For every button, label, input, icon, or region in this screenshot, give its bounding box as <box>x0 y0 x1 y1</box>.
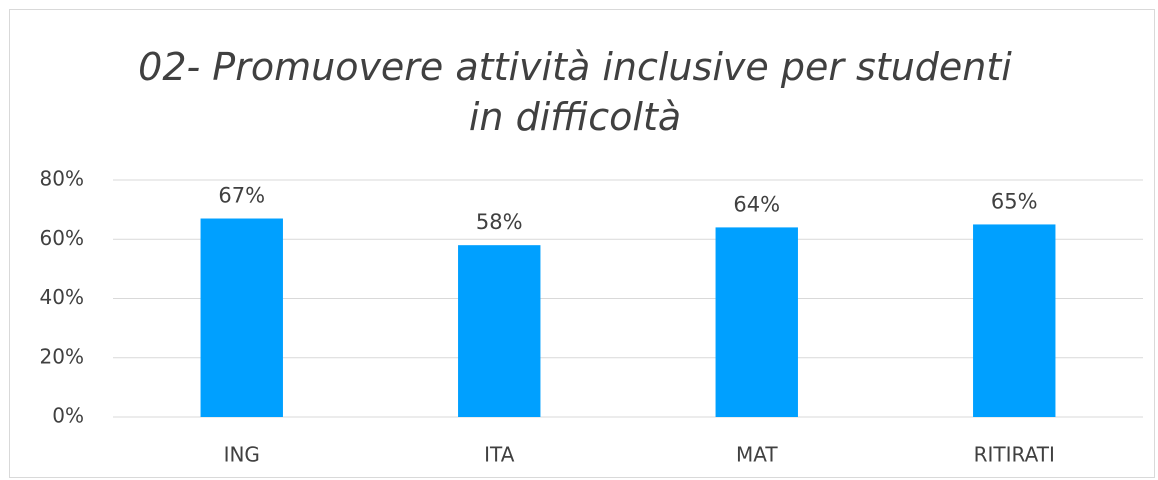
bar <box>200 218 283 417</box>
y-tick-label: 60% <box>40 226 84 250</box>
y-tick-label: 80% <box>40 167 84 191</box>
data-label: 64% <box>733 192 780 216</box>
data-label: 67% <box>218 184 265 208</box>
chart-title: 02- Promuovere attività inclusive per st… <box>138 45 1012 139</box>
chart-frame <box>9 9 1155 478</box>
y-tick-label: 0% <box>52 404 84 428</box>
bar <box>458 245 541 417</box>
x-tick-label: ING <box>224 443 260 467</box>
data-label: 65% <box>991 189 1038 213</box>
bar <box>973 224 1056 417</box>
x-tick-label: ITA <box>484 443 515 467</box>
y-tick-label: 20% <box>40 344 84 368</box>
x-tick-label: RITIRATI <box>974 443 1055 467</box>
data-label: 58% <box>476 210 523 234</box>
bar <box>715 227 798 417</box>
y-tick-label: 40% <box>40 285 84 309</box>
x-tick-label: MAT <box>736 443 778 467</box>
